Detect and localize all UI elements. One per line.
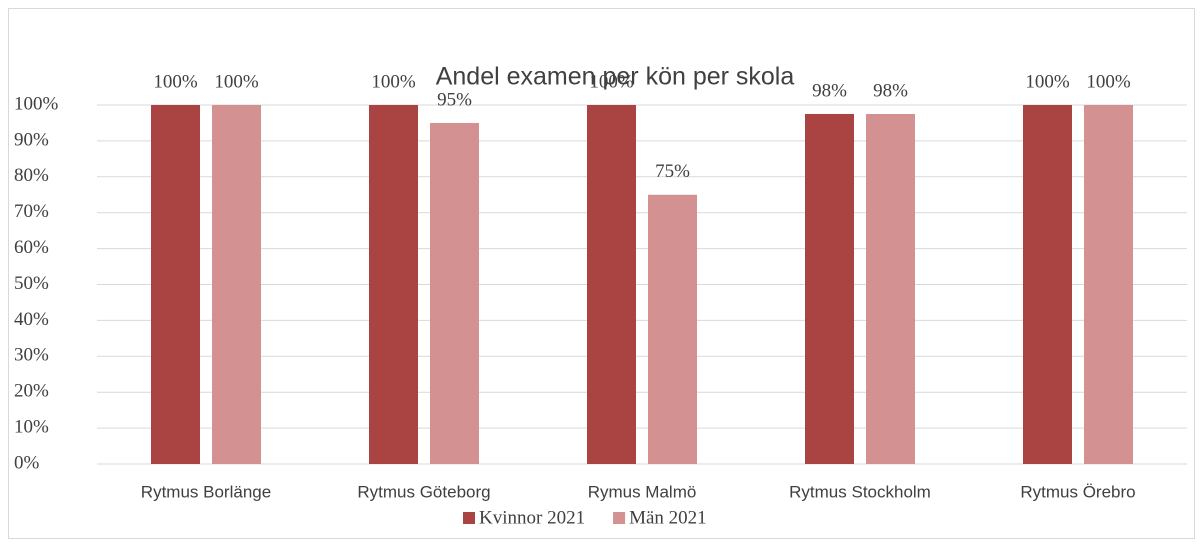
y-tick-label: 70% <box>14 201 49 222</box>
x-tick-label: Rytmus Örebro <box>1020 482 1135 501</box>
bar <box>648 194 697 464</box>
x-tick-label: Rytmus Borlänge <box>141 482 271 501</box>
data-label: 100% <box>153 71 198 92</box>
x-tick-label: Rymus Malmö <box>588 482 697 501</box>
y-tick-label: 20% <box>14 381 49 402</box>
bar <box>587 105 636 464</box>
x-tick-label: Rytmus Göteborg <box>357 482 490 501</box>
bar <box>805 113 854 464</box>
y-tick-label: 40% <box>14 309 49 330</box>
data-label: 98% <box>812 80 847 101</box>
y-tick-label: 60% <box>14 237 49 258</box>
data-label: 98% <box>873 80 908 101</box>
legend-label: Kvinnor 2021 <box>479 507 585 528</box>
chart-title: Andel examen per kön per skola <box>436 63 795 91</box>
bar <box>866 113 915 464</box>
bar <box>369 105 418 464</box>
data-label: 100% <box>1086 71 1131 92</box>
data-label: 100% <box>371 71 416 92</box>
y-tick-label: 50% <box>14 273 49 294</box>
bar <box>430 122 479 464</box>
bar <box>1084 105 1133 464</box>
data-label: 75% <box>655 161 690 182</box>
y-tick-label: 0% <box>14 452 40 473</box>
bar <box>212 105 261 464</box>
y-tick-label: 80% <box>14 165 49 186</box>
legend-label: Män 2021 <box>629 507 707 528</box>
data-label: 100% <box>1025 71 1070 92</box>
legend-swatch <box>613 512 626 524</box>
y-tick-label: 100% <box>14 93 59 114</box>
data-label: 100% <box>589 71 634 92</box>
bar <box>151 105 200 464</box>
y-tick-label: 90% <box>14 129 49 150</box>
bar <box>1023 105 1072 464</box>
y-tick-label: 30% <box>14 345 49 366</box>
y-tick-label: 10% <box>14 416 49 437</box>
x-tick-label: Rytmus Stockholm <box>789 482 931 501</box>
data-label: 100% <box>214 71 259 92</box>
data-label: 95% <box>437 89 472 110</box>
legend-swatch <box>463 512 475 524</box>
